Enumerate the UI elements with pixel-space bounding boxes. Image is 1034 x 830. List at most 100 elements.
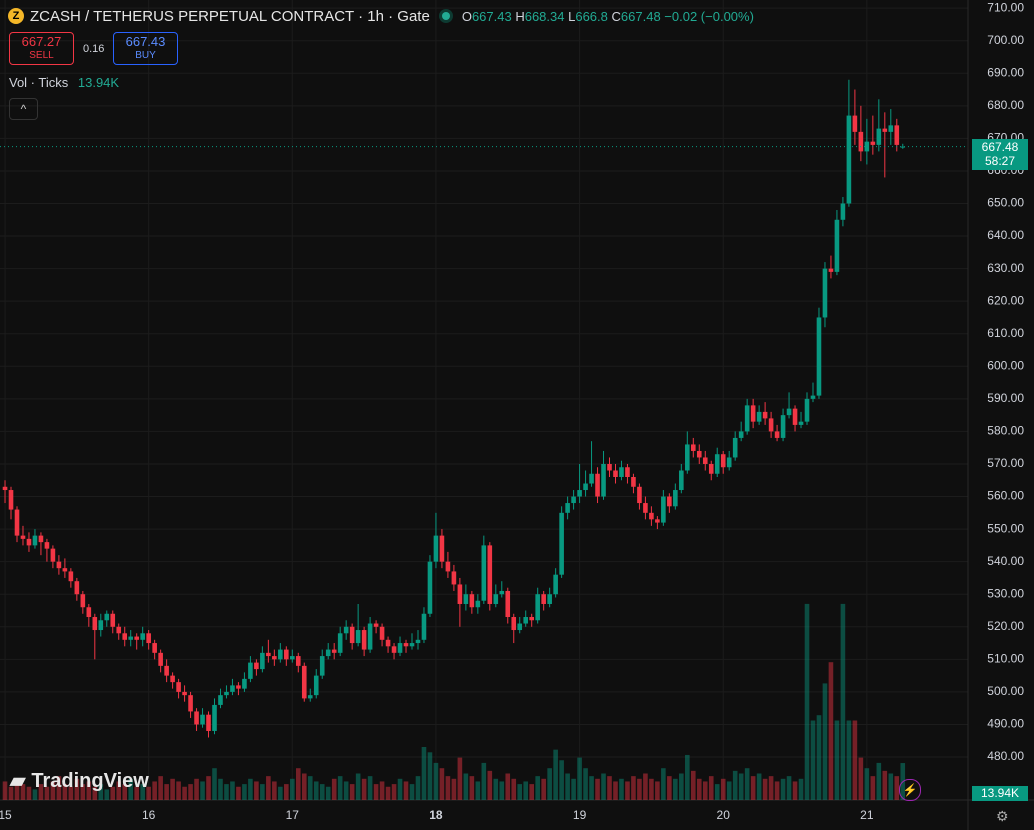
candle-body	[415, 639, 421, 644]
candle-body	[445, 561, 451, 572]
volume-bar	[529, 784, 534, 800]
candle-body	[864, 141, 870, 152]
candle-body	[206, 714, 211, 731]
candle-body	[451, 571, 457, 585]
volume-bar	[158, 776, 163, 800]
volume-bar	[385, 786, 391, 800]
volume-bar	[696, 778, 702, 800]
candle-body	[732, 437, 738, 458]
volume-bar	[325, 786, 331, 800]
volume-bar	[403, 781, 409, 800]
candle-body	[882, 128, 888, 132]
candle-body	[331, 649, 337, 653]
candle-body	[720, 454, 726, 468]
candle-body	[319, 656, 325, 676]
volume-bar	[272, 781, 277, 800]
volume-bar	[307, 776, 313, 800]
volume-bar	[295, 768, 301, 800]
buy-button[interactable]: 667.43 BUY	[113, 32, 178, 65]
volume-bar	[547, 768, 552, 800]
y-tick-label: 500.00	[987, 684, 1024, 698]
candle-body	[337, 633, 343, 653]
volume-bar	[553, 749, 558, 800]
sell-button[interactable]: 667.27 SELL	[9, 32, 74, 65]
volume-bar	[349, 784, 355, 800]
candle-body	[625, 467, 630, 478]
candle-body	[858, 131, 864, 152]
volume-bar	[313, 781, 319, 800]
last-price: 667.48	[981, 139, 1019, 154]
candle-body	[104, 613, 110, 621]
volume-bar	[451, 778, 457, 800]
alert-icon[interactable]: ⚡	[899, 779, 921, 801]
volume-bar	[134, 786, 139, 800]
candle-body	[236, 685, 241, 689]
volume-bar	[44, 786, 50, 800]
candle-body	[385, 639, 391, 647]
candle-body	[313, 675, 319, 696]
volume-bar	[128, 778, 134, 800]
y-tick-label: 560.00	[987, 489, 1024, 503]
coin-icon: Z	[8, 8, 24, 24]
candle-body	[768, 418, 774, 432]
ohlc: O667.43 H668.34 L666.8 C667.48 −0.02 (−0…	[462, 9, 754, 24]
candle-body	[774, 431, 780, 438]
candle-body	[427, 561, 433, 614]
volume-bar	[74, 778, 80, 800]
sell-price: 667.27	[21, 34, 62, 49]
candle-body	[397, 643, 403, 653]
candle-body	[158, 652, 163, 666]
volume-bar	[661, 768, 666, 800]
candle-body	[307, 695, 313, 699]
volume-bar	[475, 781, 481, 800]
volume-bar	[14, 778, 20, 800]
candle-body	[62, 568, 68, 572]
candle-body	[631, 477, 636, 487]
candle-body	[810, 395, 816, 399]
y-tick-label: 480.00	[987, 749, 1024, 763]
settings-icon[interactable]: ⚙	[996, 808, 1009, 824]
volume-bar	[427, 752, 433, 800]
candle-body	[738, 431, 744, 438]
candle-body	[828, 268, 834, 272]
volume-bar	[523, 781, 529, 800]
volume-bar	[625, 781, 630, 800]
candle-body	[702, 457, 708, 464]
close-value: 667.48	[620, 8, 661, 24]
candle-body	[68, 571, 74, 582]
volume-bar	[218, 778, 223, 800]
candle-body	[361, 630, 367, 650]
buy-label: BUY	[135, 50, 156, 61]
volume-bar	[266, 776, 271, 800]
candle-body	[194, 711, 199, 725]
volume-bar	[397, 778, 403, 800]
candle-body	[553, 574, 558, 595]
candle-body	[487, 545, 493, 604]
y-tick-label: 510.00	[987, 652, 1024, 666]
candle-body	[218, 695, 223, 705]
volume-bar	[822, 683, 828, 800]
volume-legend: Vol · Ticks 13.94K	[9, 75, 119, 90]
last-volume-label: 13.94K	[972, 786, 1028, 801]
candle-body	[122, 633, 128, 640]
candle-body	[325, 649, 331, 657]
candle-body	[224, 691, 229, 696]
volume-bar	[331, 778, 337, 800]
candle-body	[529, 617, 534, 621]
candle-body	[457, 584, 463, 604]
volume-bar	[768, 776, 774, 800]
last-price-label: 667.48 58:27	[972, 138, 1028, 170]
candle-body	[182, 691, 187, 696]
candle-body	[493, 594, 499, 604]
candle-body	[696, 450, 702, 458]
volume-bar	[774, 781, 780, 800]
candle-body	[463, 594, 469, 604]
volume-bar	[583, 768, 588, 800]
volume-bar	[8, 786, 14, 800]
volume-bar	[876, 762, 882, 800]
volume-bar	[834, 720, 840, 800]
collapse-button[interactable]: ^	[9, 98, 38, 120]
volume-bar	[212, 768, 217, 800]
volume-bar	[68, 786, 74, 800]
candle-body	[409, 643, 415, 647]
